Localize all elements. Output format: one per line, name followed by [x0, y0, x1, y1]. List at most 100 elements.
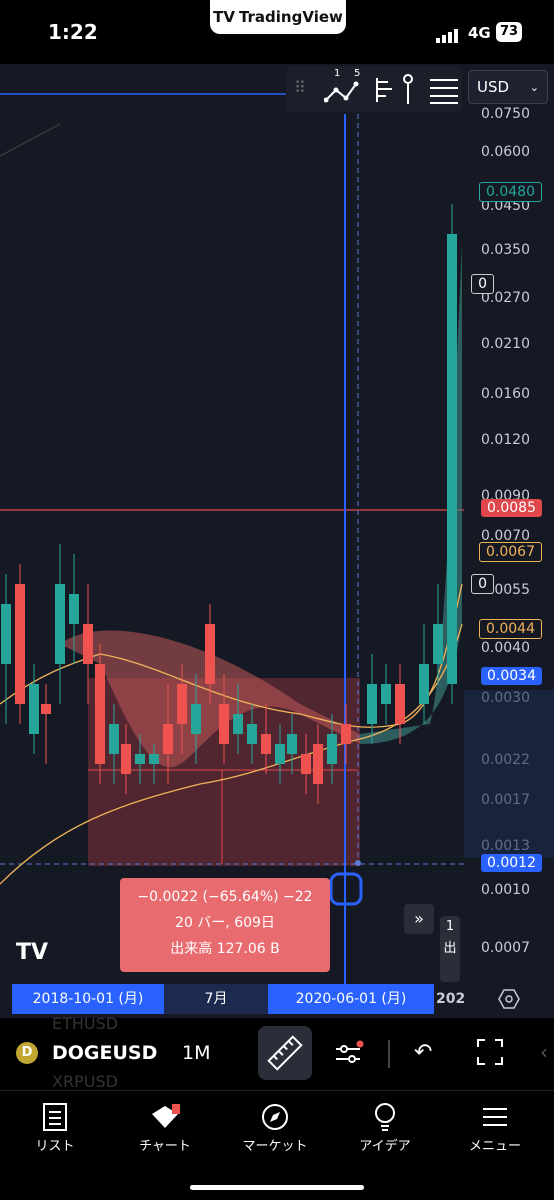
scroll-to-latest-button[interactable]: » [404, 904, 434, 934]
nav-list-label: リスト [35, 1139, 75, 1154]
nav-ideas-label: アイデア [359, 1139, 411, 1154]
currency-label: USD [477, 78, 510, 96]
candle-body [447, 234, 457, 684]
price-axis-label: 0.0350 [481, 242, 530, 258]
pin-tool-icon[interactable] [402, 74, 414, 106]
ma-price-box-2: 0.0044 [479, 619, 542, 639]
indicators-button[interactable] [334, 1040, 364, 1068]
ghost-symbol-above: ETHUSD [52, 1014, 119, 1033]
nav-market[interactable]: マーケット [220, 1099, 330, 1154]
ma-price-box-1: 0.0067 [479, 542, 542, 562]
measure-tooltip: −0.0022 (−65.64%) −22 20 バー, 609日 出来高 12… [120, 878, 330, 972]
price-axis-label: 0.0040 [481, 640, 530, 656]
candle-body [381, 684, 391, 704]
blue-highlight-box: 0.0034 [481, 667, 542, 685]
fullscreen-icon[interactable] [476, 1038, 504, 1066]
status-time: 1:22 [48, 20, 98, 44]
price-axis-label: 0.0160 [481, 386, 530, 402]
side-text-1: 1 [445, 919, 455, 934]
time-axis[interactable]: 2018-10-01 (月) 7月 2020-06-01 (月) 202 [0, 984, 554, 1018]
menu-lines-icon[interactable] [428, 74, 460, 106]
cloud-green [360, 244, 462, 744]
time-axis-right-label: 202 [436, 991, 466, 1007]
currency-select[interactable]: USD ⌄ [468, 70, 548, 104]
ruler-icon [267, 1035, 303, 1071]
crosshair-price-box: 0.0012 [481, 854, 542, 872]
ma-slow [0, 623, 463, 885]
candle-body [419, 664, 429, 704]
sliders-icon [336, 1040, 364, 1063]
nav-menu[interactable]: メニュー [440, 1099, 550, 1154]
drag-handle-icon[interactable]: ⠿ [294, 78, 306, 97]
candle-body [109, 724, 119, 754]
candle-body [15, 584, 25, 704]
line-tool-icon[interactable] [323, 72, 360, 108]
candle-body [395, 684, 405, 724]
side-panel-partial[interactable]: 1 出 [440, 916, 460, 982]
candle-body [177, 684, 187, 724]
red-line-price-box: 0.0085 [481, 499, 542, 517]
candle-body [135, 754, 145, 764]
price-range-highlight [464, 690, 554, 858]
nav-menu-label: メニュー [468, 1139, 521, 1154]
nav-chart[interactable]: チャート [110, 1099, 220, 1154]
price-axis-label: 0.0007 [481, 940, 530, 956]
price-axis-label: 0.0120 [481, 432, 530, 448]
measure-bars: 20 バー, 609日 [175, 915, 275, 931]
app-pill-label: TradingView [238, 8, 343, 26]
list-icon [0, 1099, 110, 1135]
price-axis-label: 0.0750 [481, 106, 530, 122]
symbol-name[interactable]: DOGEUSD [52, 1042, 158, 1064]
undo-icon[interactable]: ↶ [414, 1040, 433, 1065]
crosshair-handle [329, 872, 363, 906]
candle-body [205, 624, 215, 684]
more-icon-partial[interactable]: ‹ [540, 1040, 548, 1064]
nav-list[interactable]: リスト [0, 1099, 110, 1154]
candle-body [163, 724, 173, 754]
trend-line [0, 123, 61, 157]
home-indicator [190, 1185, 364, 1190]
bottom-nav: リスト チャート マーケット アイデア メニュー [0, 1090, 554, 1200]
candle-body [301, 754, 311, 774]
symbol-bar: ETHUSD XRPUSD D DOGEUSD 1M ↶ ‹ [0, 1014, 554, 1091]
candle-body [341, 724, 351, 744]
battery-level: 73 [496, 22, 522, 42]
candle-body [433, 624, 443, 664]
candle-body [327, 734, 337, 764]
chevron-down-icon: ⌄ [529, 80, 539, 94]
drawing-toolbar: ⠿ 1 5 [286, 66, 462, 112]
signal-icon [436, 28, 462, 43]
zero-badge-2: 0 [471, 574, 494, 594]
candle-body [247, 724, 257, 744]
compass-icon [220, 1099, 330, 1135]
ruler-tool-button[interactable] [258, 1026, 312, 1080]
chart-icon [110, 1099, 220, 1135]
candle-body [69, 594, 79, 624]
interval-button[interactable]: 1M [182, 1042, 211, 1064]
side-text-2: 出 [443, 941, 457, 956]
candle-body [121, 744, 131, 774]
tradingview-pill[interactable]: 𝗧𝗩 TradingView [210, 0, 346, 34]
candle-body [95, 664, 105, 764]
chart-canvas[interactable]: 0.0750 0.0600 0.0450 0.0350 0.0270 0.0210 0.01… [0, 64, 554, 984]
crosshair-dot [355, 860, 361, 866]
toolbar-divider [388, 1040, 390, 1068]
zero-badge-1: 0 [471, 274, 494, 294]
time-axis-start-label: 2018-10-01 (月) [12, 984, 164, 1014]
price-axis-label: 0.0270 [481, 290, 530, 306]
settings-hex-icon[interactable] [498, 988, 520, 1010]
candle-body [149, 754, 159, 764]
price-axis-label: 0.0210 [481, 336, 530, 352]
price-axis-label: 0.0450 [481, 198, 530, 214]
network-type: 4G [468, 24, 491, 42]
fib-tool-icon[interactable] [374, 76, 394, 104]
last-price-box: 0.0480 [479, 182, 542, 202]
nav-ideas[interactable]: アイデア [330, 1099, 440, 1154]
candle-body [275, 744, 285, 764]
lightbulb-icon [330, 1099, 440, 1135]
measure-volume: 出来高 127.06 B [170, 941, 280, 957]
candle-body [55, 584, 65, 664]
candle-body [83, 624, 93, 664]
chart-svg[interactable] [0, 64, 554, 984]
indicator-num-2: 5 [354, 68, 361, 79]
